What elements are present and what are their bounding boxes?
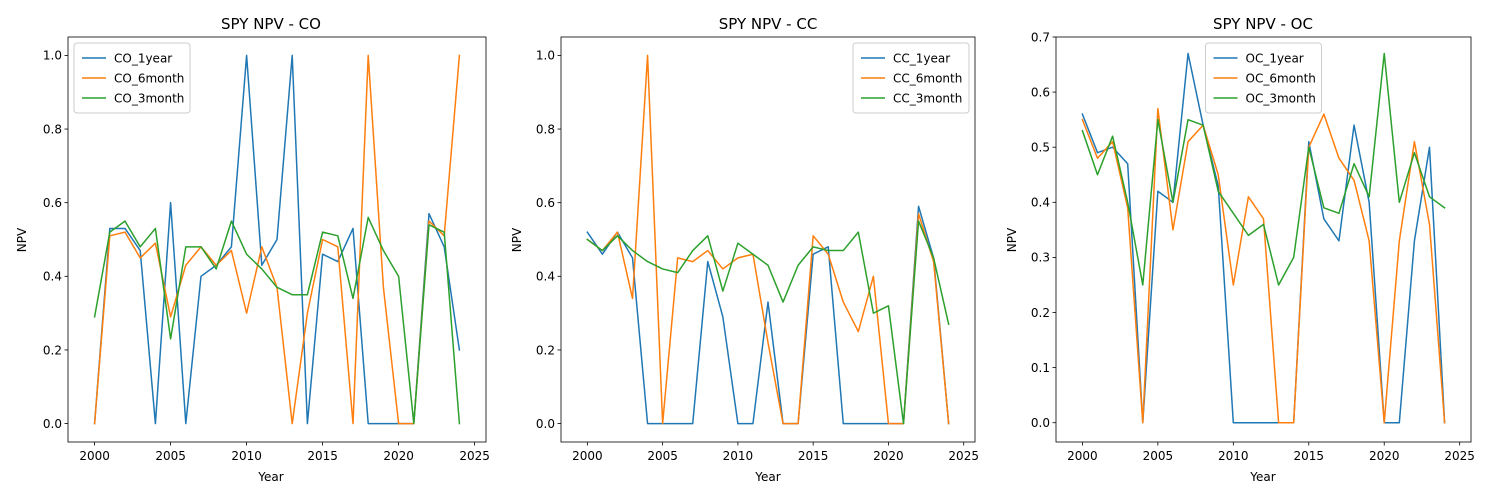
y-axis-label: NPV <box>1005 227 1019 252</box>
y-tick-label: 0.2 <box>1031 306 1050 320</box>
axes-frame <box>560 36 976 443</box>
x-tick-label: 2000 <box>79 449 110 463</box>
x-tick-label: 2020 <box>383 449 414 463</box>
x-tick-label: 2015 <box>798 449 829 463</box>
x-tick-label: 2010 <box>231 449 262 463</box>
chart-oc: SPY NPV - OC 2000 2005 2010 2015 2020 2025 0.0… <box>1005 15 1475 484</box>
plot-area: 2000 2005 2010 2015 2020 2025 0.0 0.2 0.4 0.6 0.8 1… <box>43 36 490 463</box>
y-tick-label: 0.3 <box>1031 251 1050 265</box>
axes-frame <box>67 36 487 443</box>
series-line-2 <box>586 54 950 425</box>
y-tick-label: 0.6 <box>43 196 62 210</box>
y-tick-label: 0.7 <box>1031 30 1050 44</box>
plot-area: 2000 2005 2010 2015 2020 2025 0.0 0.1 0.2 0.3 0.4 0… <box>1031 30 1475 463</box>
chart-title: SPY NPV - OC <box>1213 15 1313 33</box>
x-tick-label: 2020 <box>873 449 904 463</box>
legend-label-1: CC_1year <box>893 51 950 65</box>
legend-label-2: CC_6month <box>893 71 962 85</box>
series-line-3 <box>1081 52 1446 286</box>
legend: CO_1year CO_6month CO_3month <box>73 42 191 114</box>
legend-label-1: OC_1year <box>1246 51 1304 65</box>
x-tick-label: 2020 <box>1369 449 1400 463</box>
x-tick-label: 2015 <box>307 449 338 463</box>
y-tick-label: 0.4 <box>536 270 555 284</box>
series-line-3 <box>586 220 950 425</box>
series-lines <box>93 54 461 425</box>
chart-cc: SPY NPV - CC 2000 2005 2010 2015 2020 2025 0.0… <box>510 15 979 484</box>
chart-title: SPY NPV - CO <box>221 15 321 33</box>
y-axis-label: NPV <box>15 227 29 252</box>
series-line-3 <box>93 216 461 425</box>
x-tick-label: 2005 <box>155 449 186 463</box>
y-tick-label: 1.0 <box>43 49 62 63</box>
x-tick-label: 2000 <box>572 449 603 463</box>
series-lines <box>586 54 950 425</box>
y-tick-label: 0.0 <box>43 417 62 431</box>
y-tick-label: 0.6 <box>1031 85 1050 99</box>
x-tick-label: 2015 <box>1293 449 1324 463</box>
x-tick-label: 2025 <box>459 449 490 463</box>
x-tick-label: 2000 <box>1067 449 1098 463</box>
y-tick-label: 0.1 <box>1031 361 1050 375</box>
legend-label-1: CO_1year <box>114 51 172 65</box>
y-tick-label: 0.0 <box>1031 416 1050 430</box>
y-tick-label: 0.5 <box>1031 141 1050 155</box>
y-tick-label: 0.4 <box>43 270 62 284</box>
legend-label-2: OC_6month <box>1246 71 1316 85</box>
series-line-2 <box>1081 107 1446 424</box>
y-tick-label: 0.6 <box>536 196 555 210</box>
legend-box <box>852 42 970 114</box>
x-axis-label: Year <box>754 470 780 484</box>
y-tick-label: 0.8 <box>43 122 62 136</box>
legend-label-2: CO_6month <box>114 71 184 85</box>
y-tick-label: 0.4 <box>1031 196 1050 210</box>
x-tick-label: 2025 <box>948 449 979 463</box>
chart-co: SPY NPV - CO 2000 2005 2010 2015 2020 2025 0.0… <box>15 15 490 484</box>
legend-box <box>73 42 191 114</box>
y-axis-label: NPV <box>510 227 524 252</box>
plot-area: 2000 2005 2010 2015 2020 2025 0.0 0.2 0.4 0.6 0.8 1… <box>536 36 979 463</box>
legend-label-3: CO_3month <box>114 91 184 105</box>
x-tick-label: 2005 <box>1143 449 1174 463</box>
x-axis-label: Year <box>1249 470 1275 484</box>
x-tick-label: 2025 <box>1444 449 1475 463</box>
series-lines <box>1081 52 1446 424</box>
x-tick-label: 2010 <box>1218 449 1249 463</box>
legend: CC_1year CC_6month CC_3month <box>852 42 970 114</box>
y-tick-label: 0.8 <box>536 122 555 136</box>
x-axis-label: Year <box>257 470 283 484</box>
legend-label-3: CC_3month <box>893 91 962 105</box>
chart-title: SPY NPV - CC <box>719 15 818 33</box>
y-tick-label: 1.0 <box>536 49 555 63</box>
y-tick-label: 0.0 <box>536 417 555 431</box>
y-tick-label: 0.2 <box>43 343 62 357</box>
legend: OC_1year OC_6month OC_3month <box>1205 42 1322 114</box>
x-tick-label: 2010 <box>723 449 754 463</box>
axes-frame <box>1055 36 1472 443</box>
x-tick-label: 2005 <box>647 449 678 463</box>
legend-label-3: OC_3month <box>1246 91 1316 105</box>
y-tick-label: 0.2 <box>536 343 555 357</box>
legend-box <box>1205 42 1322 114</box>
